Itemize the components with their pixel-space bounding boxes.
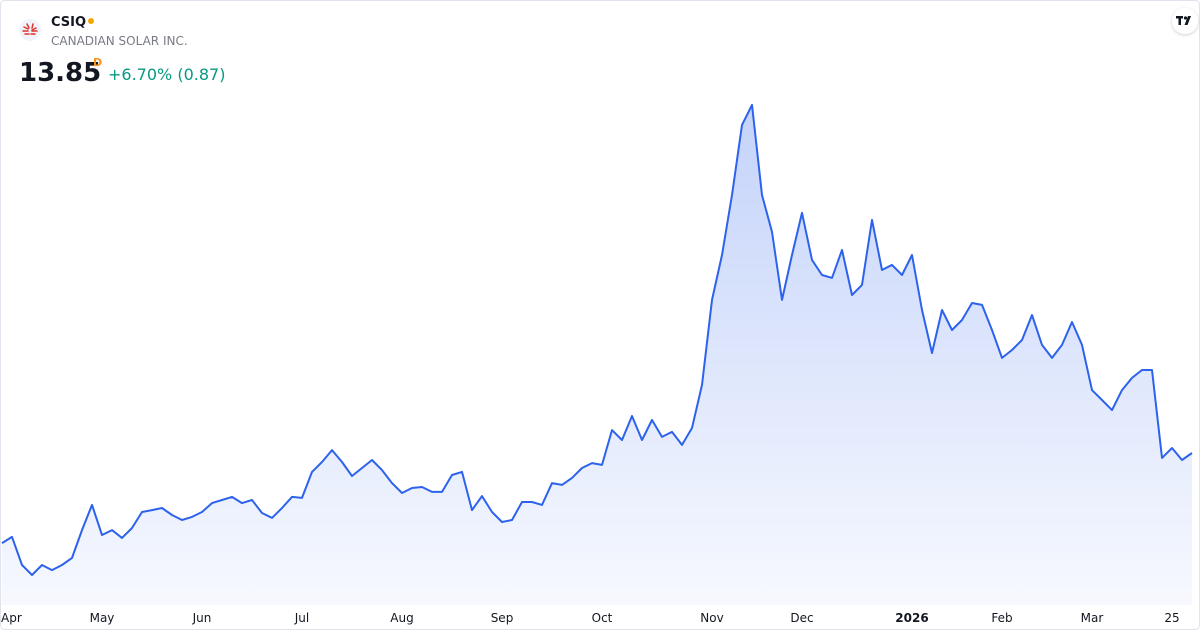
x-tick-label: Apr xyxy=(1,611,22,625)
x-tick-label: Aug xyxy=(390,611,413,625)
x-tick-label: Mar xyxy=(1081,611,1104,625)
interval: D xyxy=(93,56,102,69)
x-tick-label: May xyxy=(90,611,115,625)
area-fill xyxy=(2,104,1192,606)
x-tick-label: 25 xyxy=(1164,611,1179,625)
last-price: 13.85 xyxy=(19,58,101,88)
x-tick-label: Dec xyxy=(790,611,813,625)
status-dot xyxy=(88,18,94,24)
x-tick-label: Sep xyxy=(491,611,514,625)
x-tick-label: 2026 xyxy=(895,611,928,625)
x-tick-label: Oct xyxy=(592,611,613,625)
x-tick-label: Nov xyxy=(700,611,723,625)
tradingview-mark xyxy=(1176,16,1191,25)
x-tick-label: Feb xyxy=(991,611,1012,625)
plot-area: Apr May Jun Jul Aug Sep Oct Nov Dec 2026 Feb Mar 25 xyxy=(1,103,1193,625)
price-change: +6.70% (0.87) xyxy=(108,65,225,84)
logo xyxy=(19,19,41,41)
tradingview-logo[interactable] xyxy=(1172,8,1198,34)
x-tick-label: Jul xyxy=(294,611,309,625)
x-tick-label: Jun xyxy=(192,611,212,625)
symbol: CSIQ xyxy=(51,15,86,30)
price-line xyxy=(1,103,1193,576)
company-name: CANADIAN SOLAR INC. xyxy=(51,34,188,48)
